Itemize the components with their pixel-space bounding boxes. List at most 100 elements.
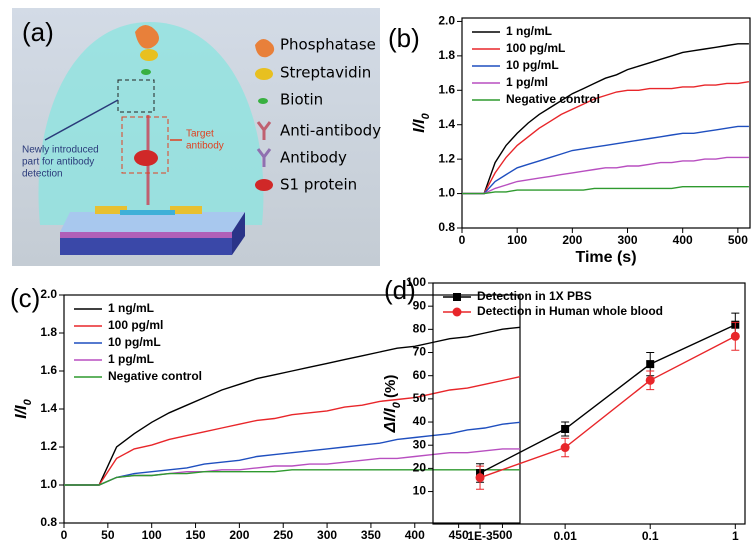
y-tick-label: 0.8: [40, 515, 57, 529]
data-line: [479, 335, 736, 479]
legend-text: 10 pg/mL: [108, 335, 161, 349]
legend-text: Antibody: [280, 149, 347, 167]
legend-text: 1 ng/mL: [108, 301, 154, 315]
device-top: [60, 212, 245, 232]
x-tick-label: 300: [618, 233, 638, 247]
marker: [645, 375, 655, 385]
x-tick-label: 450: [449, 528, 469, 542]
y-tick-label: 90: [413, 298, 427, 312]
data-line: [64, 421, 521, 486]
y-tick-label: 2.0: [40, 287, 57, 301]
marker: [730, 331, 740, 341]
data-line: [462, 186, 749, 195]
y-tick-label: 1.8: [438, 48, 455, 62]
new-part-box: [117, 79, 155, 113]
device-side: [232, 212, 245, 255]
s1-protein-icon: [134, 150, 158, 166]
y-tick-label: 1.2: [40, 439, 57, 453]
panel-a-legend: Phosphatase Streptavidin Biotin Anti-ant…: [280, 36, 381, 194]
y-tick-label: 1.4: [438, 117, 455, 131]
x-tick-label: 1E-3: [467, 529, 493, 542]
y-axis-label-part: 0: [22, 398, 34, 405]
x-tick-label: 0: [61, 528, 68, 542]
legend-marker: [453, 293, 461, 301]
y-tick-label: 30: [413, 437, 427, 451]
x-tick-label: 50: [101, 528, 115, 542]
legend-text: 100 pg/mL: [506, 41, 565, 55]
y-tick-label: 1.6: [438, 82, 455, 96]
target-note: Target antibody: [186, 129, 224, 152]
legend-icon: [255, 39, 275, 58]
x-tick-label: 250: [273, 528, 293, 542]
y-tick-label: 1.6: [40, 363, 57, 377]
legend-text: Streptavidin: [280, 64, 371, 82]
marker: [475, 473, 485, 483]
y-tick-label: 10: [413, 484, 427, 498]
x-tick-label: 400: [673, 233, 693, 247]
x-tick-label: 150: [186, 528, 206, 542]
x-tick-label: 350: [361, 528, 381, 542]
y-tick-label: 20: [413, 461, 427, 475]
new-part-note: Newly introduced part for antibody detec…: [22, 145, 99, 180]
y-tick-label: 1.0: [40, 477, 57, 491]
panel-label: (b): [388, 23, 420, 53]
y-tick-label: 1.4: [40, 401, 57, 415]
legend-text: Phosphatase: [280, 36, 376, 54]
y-axis-label: ΔI/I0 (%): [382, 375, 403, 434]
note-line: antibody: [186, 141, 224, 152]
y-tick-label: 50: [413, 391, 427, 405]
x-tick-label: 500: [492, 528, 512, 542]
channel: [120, 210, 175, 215]
x-tick-label: 200: [562, 233, 582, 247]
data-line: [479, 324, 736, 474]
x-tick-label: 0.01: [553, 529, 577, 542]
streptavidin-icon: [140, 49, 158, 61]
electrode: [170, 206, 202, 214]
target-box: [121, 116, 169, 174]
y-axis-label-part: 0: [391, 401, 403, 408]
panel-a: (a) Newly introduced part for antibody d…: [12, 8, 381, 266]
legend-icon: [255, 68, 273, 80]
legend-text: S1 protein: [280, 176, 357, 194]
x-tick-label: 200: [229, 528, 249, 542]
legend-icon: [258, 98, 268, 104]
data-line: [64, 469, 520, 486]
y-tick-label: 2.0: [438, 14, 455, 28]
phosphatase-icon: [135, 25, 159, 49]
marker: [561, 424, 570, 433]
x-tick-label: 0.1: [642, 529, 659, 542]
y-axis-label-part: I/I: [411, 119, 428, 133]
legend-text: Detection in 1X PBS: [477, 289, 592, 303]
y-tick-label: 1.2: [438, 151, 455, 165]
biotin-icon: [141, 69, 151, 75]
y-axis-label-part: ΔI/I: [382, 408, 399, 434]
legend-text: Detection in Human whole blood: [477, 304, 663, 318]
marker: [646, 360, 655, 369]
device-layer: [60, 232, 232, 238]
legend-text: 1 pg/mL: [108, 352, 154, 366]
chart: 0 100 200 300 400 500 0.8 1.0 1.2 1.4 1.6 1.8 2.0 Tim…: [388, 14, 751, 266]
panel-label: (a): [22, 17, 54, 47]
y-axis-label-part: (%): [382, 375, 399, 403]
x-axis-label: Time (s): [575, 249, 636, 266]
legend-text: 100 pg/ml: [108, 318, 163, 332]
x-tick-label: 300: [317, 528, 337, 542]
y-tick-label: 40: [413, 414, 427, 428]
x-tick-label: 1: [732, 529, 739, 542]
legend-text: 1 pg/ml: [506, 75, 548, 89]
electrode: [95, 206, 127, 214]
pointer: [44, 99, 119, 141]
device-base: [60, 238, 232, 255]
y-axis-label: I/I0: [13, 398, 34, 418]
note-line: Target: [186, 129, 214, 140]
legend-text: Negative control: [506, 92, 600, 106]
marker: [560, 443, 570, 453]
legend-icon: [255, 179, 273, 191]
plot-frame: [461, 17, 751, 229]
data-line: [462, 43, 749, 195]
legend-text: Anti-antibody: [280, 122, 381, 140]
legend-text: 10 pg/mL: [506, 58, 559, 72]
x-tick-label: 100: [507, 233, 527, 247]
legend-icons: [255, 39, 275, 191]
